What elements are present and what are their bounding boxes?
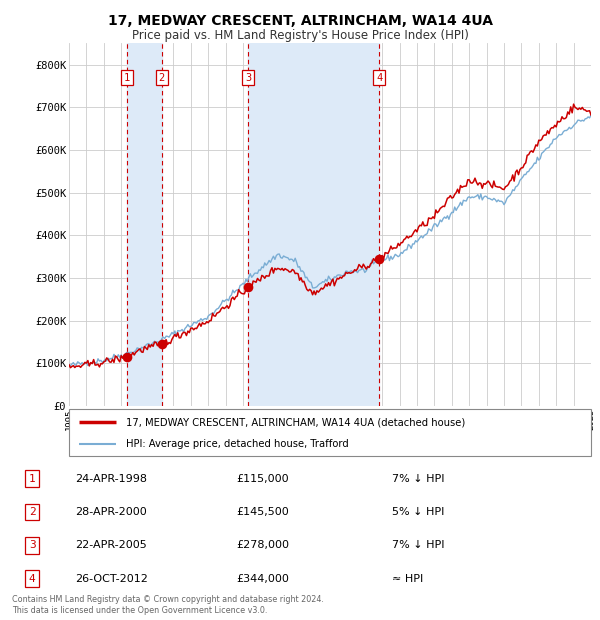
Text: 22-APR-2005: 22-APR-2005 bbox=[76, 540, 147, 550]
Text: 2: 2 bbox=[29, 507, 35, 517]
Text: 1: 1 bbox=[124, 73, 130, 82]
Text: 28-APR-2000: 28-APR-2000 bbox=[76, 507, 147, 517]
Text: 17, MEDWAY CRESCENT, ALTRINCHAM, WA14 4UA (detached house): 17, MEDWAY CRESCENT, ALTRINCHAM, WA14 4U… bbox=[127, 417, 466, 427]
Text: 24-APR-1998: 24-APR-1998 bbox=[76, 474, 148, 484]
Bar bbox=[248, 43, 379, 406]
Bar bbox=[127, 43, 161, 406]
Text: 4: 4 bbox=[29, 574, 35, 583]
FancyBboxPatch shape bbox=[69, 409, 591, 456]
Text: £145,500: £145,500 bbox=[236, 507, 289, 517]
Text: ≈ HPI: ≈ HPI bbox=[392, 574, 424, 583]
Text: 7% ↓ HPI: 7% ↓ HPI bbox=[392, 474, 445, 484]
Text: 7% ↓ HPI: 7% ↓ HPI bbox=[392, 540, 445, 550]
Text: 26-OCT-2012: 26-OCT-2012 bbox=[76, 574, 148, 583]
Text: 3: 3 bbox=[29, 540, 35, 550]
Text: £278,000: £278,000 bbox=[236, 540, 290, 550]
Text: 2: 2 bbox=[158, 73, 164, 82]
Text: £115,000: £115,000 bbox=[236, 474, 289, 484]
Text: 4: 4 bbox=[376, 73, 382, 82]
Text: 17, MEDWAY CRESCENT, ALTRINCHAM, WA14 4UA: 17, MEDWAY CRESCENT, ALTRINCHAM, WA14 4U… bbox=[107, 14, 493, 29]
Text: 5% ↓ HPI: 5% ↓ HPI bbox=[392, 507, 445, 517]
Text: Price paid vs. HM Land Registry's House Price Index (HPI): Price paid vs. HM Land Registry's House … bbox=[131, 29, 469, 42]
Text: HPI: Average price, detached house, Trafford: HPI: Average price, detached house, Traf… bbox=[127, 439, 349, 449]
Text: 3: 3 bbox=[245, 73, 251, 82]
Text: Contains HM Land Registry data © Crown copyright and database right 2024.
This d: Contains HM Land Registry data © Crown c… bbox=[12, 595, 324, 614]
Text: £344,000: £344,000 bbox=[236, 574, 290, 583]
Text: 1: 1 bbox=[29, 474, 35, 484]
